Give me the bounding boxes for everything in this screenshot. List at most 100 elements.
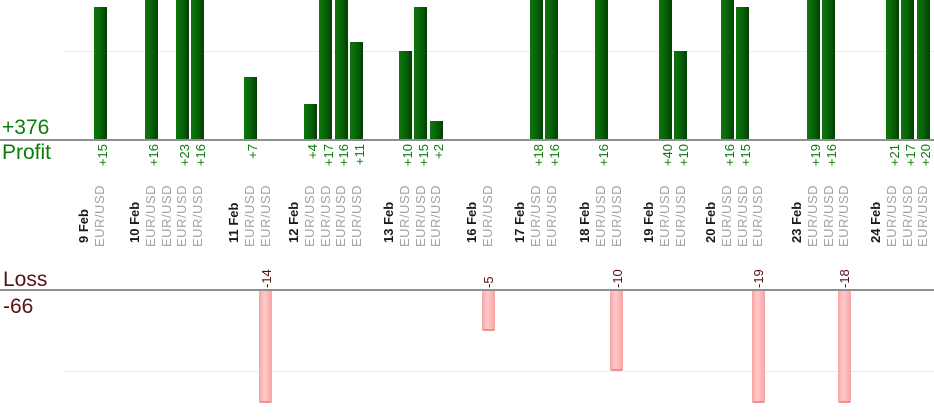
profit-total: +376	[2, 116, 50, 139]
symbol-label-text: EUR/USD	[528, 184, 543, 247]
loss-value-label-text: -18	[837, 269, 852, 288]
symbol-label-text: EUR/USD	[750, 184, 765, 247]
loss-bar	[837, 291, 851, 403]
profit-value-label-text: +19	[808, 144, 823, 167]
profit-value-label-text: +16	[336, 144, 351, 167]
symbol-label-text: EUR/USD	[302, 184, 317, 247]
profit-value-label-text: +2	[431, 144, 446, 159]
symbol-label-text: EUR/USD	[257, 184, 273, 247]
date-label-text: 9 Feb	[76, 209, 91, 243]
profit-bar	[594, 0, 608, 139]
symbol-label-text: EUR/USD	[158, 184, 174, 247]
symbol-label-text: EUR/USD	[657, 184, 672, 247]
profit-value-label-text: +17	[320, 144, 336, 167]
date-label-text: 18 Feb	[577, 201, 592, 243]
profit-value-label-text: +11	[351, 144, 367, 166]
profit-value-label-text: +16	[722, 144, 737, 167]
profit-bar	[243, 77, 257, 139]
loss-bar	[481, 291, 495, 331]
symbol-label-text: EUR/USD	[543, 184, 559, 247]
loss-value-label-text: -19	[751, 269, 766, 288]
profit-bar	[720, 0, 734, 139]
profit-bar	[175, 0, 189, 139]
profit-bar	[806, 0, 820, 139]
symbol-label-text: EUR/USD	[805, 184, 820, 247]
profit-bar	[545, 0, 558, 139]
symbol-label-text: EUR/USD	[143, 184, 158, 247]
symbol-label-text: EUR/USD	[317, 184, 333, 247]
profit-section-label: Profit	[2, 141, 52, 164]
profit-value-label-text: +16	[146, 144, 161, 167]
symbol-label-text: EUR/USD	[480, 184, 495, 247]
profit-value-label-text: +16	[596, 144, 611, 167]
symbol-label-text: EUR/USD	[899, 184, 915, 247]
profit-bar	[916, 0, 930, 139]
symbol-label-text: EUR/USD	[242, 184, 257, 247]
profit-bar	[822, 0, 835, 139]
symbol-label-text: EUR/USD	[92, 184, 107, 247]
date-label-text: 20 Feb	[703, 201, 718, 243]
symbol-label-text: EUR/USD	[428, 184, 443, 247]
symbol-label-text: EUR/USD	[672, 184, 688, 247]
profit-bar	[885, 0, 899, 139]
profit-value-label-text: +16	[192, 144, 208, 167]
loss-total: -66	[3, 295, 34, 318]
profit-value-label-text: +7	[245, 144, 260, 159]
profit-value-label-text: +15	[415, 144, 431, 167]
profit-bar	[398, 51, 412, 139]
profit-bar	[191, 0, 204, 139]
profit-value-label-text: +15	[95, 144, 110, 167]
profit-bar	[350, 42, 363, 139]
profit-value-label-text: +18	[531, 144, 546, 167]
profit-value-label-text: +10	[675, 144, 691, 167]
symbol-label-text: EUR/USD	[884, 184, 899, 247]
profit-bar	[319, 0, 332, 139]
loss-axis-line	[0, 289, 934, 291]
symbol-label-text: EUR/USD	[174, 184, 189, 247]
loss-gridline	[63, 371, 934, 372]
profit-bar	[658, 0, 672, 139]
profit-value-label-text: +21	[887, 144, 902, 167]
symbol-label-text: EUR/USD	[412, 184, 428, 247]
date-label-text: 16 Feb	[464, 201, 479, 243]
loss-value-label-text: -5	[481, 276, 496, 288]
profit-value-label-text: +16	[823, 144, 839, 167]
profit-bar	[144, 0, 158, 139]
profit-gridline	[63, 51, 934, 52]
profit-value-label-text: +17	[902, 144, 918, 167]
date-label-text: 10 Feb	[127, 201, 142, 243]
loss-bar	[751, 291, 765, 403]
profit-bar	[303, 103, 317, 139]
profit-bar	[736, 7, 749, 139]
loss-value-label-text: -10	[609, 269, 625, 288]
profit-bar	[529, 0, 543, 139]
symbol-label-text: EUR/USD	[397, 184, 412, 247]
loss-bar	[610, 291, 623, 371]
symbol-label-text: EUR/USD	[836, 184, 851, 247]
profit-value-label-text: +4	[305, 144, 320, 159]
loss-bar	[259, 291, 272, 403]
loss-value-label-text: -14	[258, 269, 274, 288]
profit-value-label-text: +16	[546, 144, 562, 167]
profit-value-label-text: +10	[400, 144, 415, 167]
symbol-label-text: EUR/USD	[593, 184, 608, 247]
date-label-text: 23 Feb	[789, 201, 804, 243]
profit-bar	[429, 121, 443, 139]
loss-section-label: Loss	[3, 268, 48, 291]
symbol-label-text: EUR/USD	[915, 184, 930, 247]
symbol-label-text: EUR/USD	[734, 184, 750, 247]
date-label-text: 13 Feb	[381, 201, 396, 243]
profit-axis-line	[0, 139, 934, 141]
date-label-text: 12 Feb	[286, 201, 301, 243]
profit-bar	[414, 7, 427, 139]
profit-value-label-text: +23	[177, 144, 192, 167]
profit-value-label-text: +15	[737, 144, 753, 167]
symbol-label-text: EUR/USD	[719, 184, 734, 247]
symbol-label-text: EUR/USD	[820, 184, 836, 247]
profit-bar	[674, 51, 687, 139]
date-label-text: 11 Feb	[226, 202, 241, 243]
symbol-label-text: EUR/USD	[189, 184, 205, 247]
profit-value-label-text: +20	[918, 144, 933, 167]
profit-bar	[93, 7, 107, 139]
